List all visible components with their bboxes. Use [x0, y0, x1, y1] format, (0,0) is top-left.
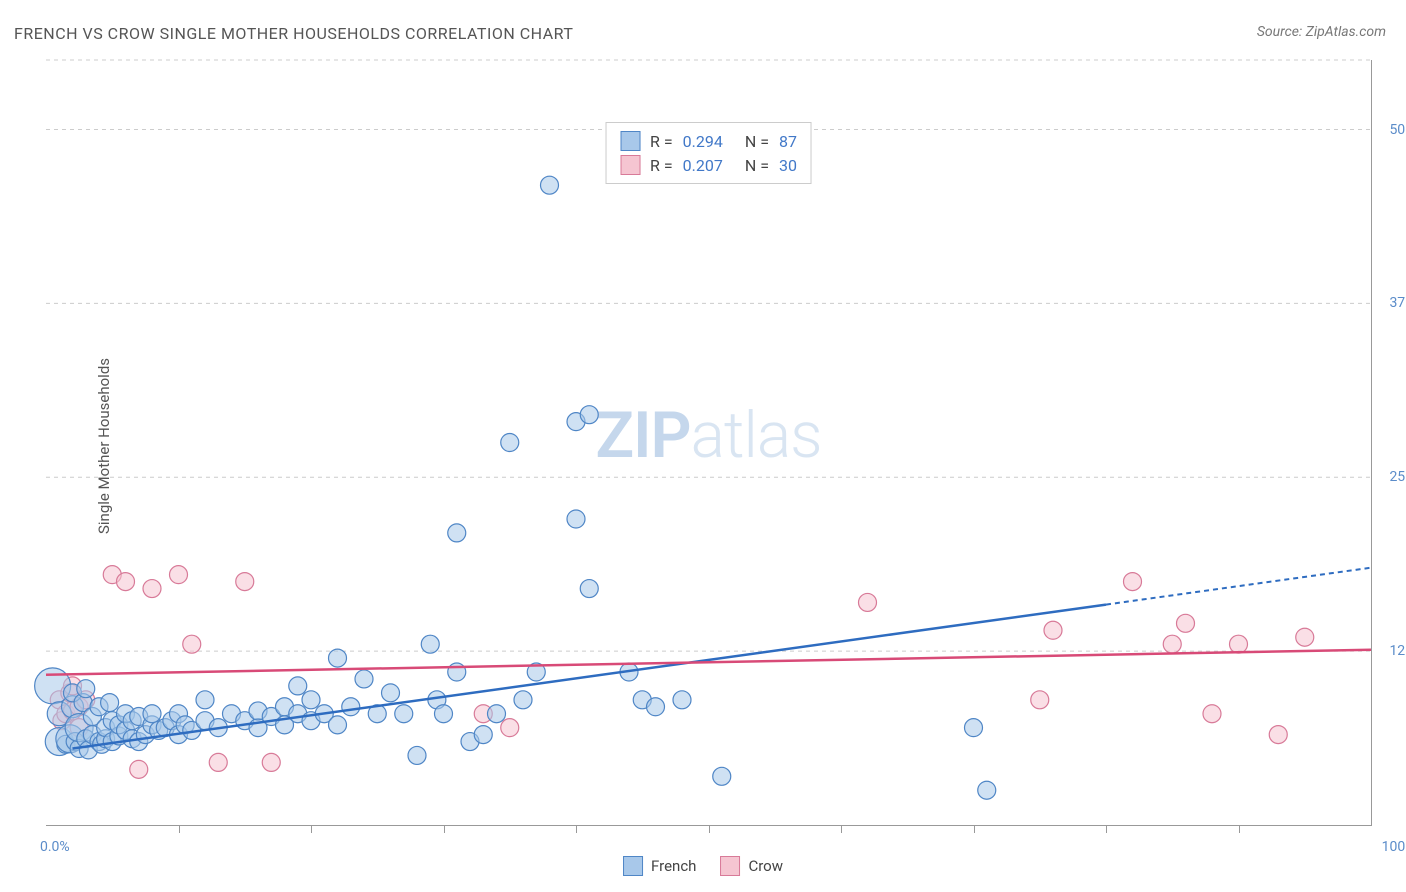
french-point — [421, 635, 439, 653]
y-tick-label: 25.0% — [1389, 469, 1406, 485]
french-point — [567, 510, 585, 528]
french-point — [541, 176, 559, 194]
x-tick — [709, 825, 710, 833]
x-axis-max-label: 100.0% — [1382, 839, 1406, 855]
crow-point — [1163, 635, 1181, 653]
crow-point — [1031, 691, 1049, 709]
crow-point — [859, 593, 877, 611]
crow-point — [1296, 628, 1314, 646]
r-value: 0.294 — [683, 132, 723, 151]
crow-point — [209, 753, 227, 771]
french-point — [501, 434, 519, 452]
r-label: R = — [650, 156, 673, 175]
crow-point — [130, 760, 148, 778]
french-point — [514, 691, 532, 709]
french-point — [329, 649, 347, 667]
y-tick-label: 50.0% — [1389, 122, 1406, 138]
legend-item: French — [623, 856, 696, 876]
r-label: R = — [650, 132, 673, 151]
french-point — [302, 691, 320, 709]
crow-point — [117, 573, 135, 591]
n-label: N = — [745, 132, 769, 151]
french-point — [342, 698, 360, 716]
stats-legend: R = 0.294 N = 87 R = 0.207 N = 30 — [605, 122, 812, 184]
x-tick — [841, 825, 842, 833]
crow-point — [1124, 573, 1142, 591]
french-trendline — [73, 605, 1107, 749]
crow-point — [1203, 705, 1221, 723]
crow-point — [501, 719, 519, 737]
french-point — [395, 705, 413, 723]
series-legend: French Crow — [623, 856, 783, 876]
r-value: 0.207 — [683, 156, 723, 175]
french-point — [448, 524, 466, 542]
n-label: N = — [745, 156, 769, 175]
french-point — [77, 680, 95, 698]
x-axis-min-label: 0.0% — [40, 839, 70, 855]
legend-label: French — [651, 857, 696, 875]
french-point — [673, 691, 691, 709]
french-point — [101, 694, 119, 712]
crow-point — [1044, 621, 1062, 639]
crow-point — [183, 635, 201, 653]
x-tick — [179, 825, 180, 833]
crow-point — [1269, 726, 1287, 744]
x-tick — [1239, 825, 1240, 833]
crow-point — [143, 580, 161, 598]
x-tick — [311, 825, 312, 833]
legend-item: Crow — [720, 856, 783, 876]
french-point — [435, 705, 453, 723]
french-point — [196, 691, 214, 709]
french-point — [289, 677, 307, 695]
french-point — [978, 781, 996, 799]
x-tick — [576, 825, 577, 833]
french-point — [580, 406, 598, 424]
french-point — [382, 684, 400, 702]
y-tick-label: 37.5% — [1389, 295, 1406, 311]
french-point — [474, 726, 492, 744]
source-attribution: Source: ZipAtlas.com — [1257, 24, 1386, 40]
french-point — [713, 767, 731, 785]
french-point — [143, 705, 161, 723]
french-point — [488, 705, 506, 723]
french-trendline-dashed — [1106, 568, 1371, 605]
chart-title: FRENCH VS CROW SINGLE MOTHER HOUSEHOLDS … — [14, 24, 573, 43]
crow-point — [262, 753, 280, 771]
legend-label: Crow — [748, 857, 783, 875]
x-tick — [444, 825, 445, 833]
stats-legend-row: R = 0.207 N = 30 — [620, 153, 797, 177]
legend-swatch — [720, 856, 740, 876]
y-tick-label: 12.5% — [1389, 643, 1406, 659]
legend-swatch — [620, 131, 640, 151]
french-point — [965, 719, 983, 737]
plot-area: ZIPatlas 0.0% 100.0% R =0.294N =87R =0.2… — [46, 60, 1372, 826]
stats-legend-row: R = 0.294 N = 87 — [620, 129, 797, 153]
legend-swatch — [623, 856, 643, 876]
crow-point — [170, 566, 188, 584]
french-point — [408, 746, 426, 764]
crow-point — [1230, 635, 1248, 653]
n-value: 87 — [779, 132, 797, 151]
french-point — [355, 670, 373, 688]
x-tick — [1106, 825, 1107, 833]
crow-point — [236, 573, 254, 591]
french-point — [329, 716, 347, 734]
crow-point — [1177, 614, 1195, 632]
n-value: 30 — [779, 156, 797, 175]
french-point — [647, 698, 665, 716]
french-point — [580, 580, 598, 598]
crow-trendline — [46, 650, 1371, 675]
legend-swatch — [620, 155, 640, 175]
x-tick — [974, 825, 975, 833]
